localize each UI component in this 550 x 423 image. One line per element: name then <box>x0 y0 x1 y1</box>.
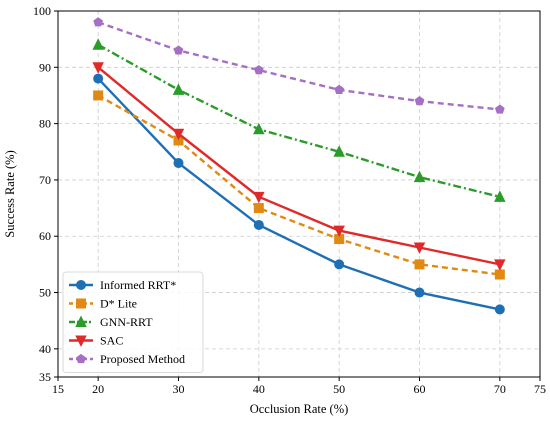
data-point <box>172 83 185 95</box>
data-point <box>333 145 345 157</box>
y-tick-label: 80 <box>39 117 51 131</box>
x-tick-label: 75 <box>534 382 546 396</box>
data-point <box>413 170 426 183</box>
data-point <box>92 62 104 74</box>
legend: Informed RRT* D* Lite GNN-RRT SAC Proposed M… <box>62 271 204 373</box>
data-point <box>494 104 505 114</box>
legend-marker <box>76 279 87 290</box>
y-axis-title: Success Rate (%) <box>3 150 17 237</box>
data-point <box>173 158 184 169</box>
data-point <box>414 259 425 270</box>
series-line <box>97 43 501 198</box>
data-point <box>253 65 264 75</box>
plot-frame <box>57 10 541 378</box>
y-tick-label: 70 <box>39 173 51 187</box>
legend-item: Proposed Method <box>69 352 185 366</box>
data-point <box>494 304 505 315</box>
series-line <box>97 94 500 276</box>
y-tick-label: 35 <box>39 370 51 384</box>
x-axis-title: Occlusion Rate (%) <box>250 402 349 416</box>
x-tick-label: 70 <box>494 382 506 396</box>
data-point <box>93 17 104 27</box>
data-point <box>172 128 185 141</box>
y-axis: 35 40 50 60 70 80 90 100 <box>33 4 58 384</box>
data-point <box>253 122 265 135</box>
legend-item: GNN-RRT <box>69 315 153 329</box>
y-tick-label: 90 <box>39 60 51 74</box>
series-layer <box>92 17 506 315</box>
legend-item: Informed RRT* <box>69 278 176 292</box>
x-tick-label: 15 <box>52 382 64 396</box>
data-point <box>253 219 264 230</box>
x-axis: 15 20 30 40 50 60 70 75 <box>52 377 546 396</box>
x-tick-label: 40 <box>253 382 265 396</box>
legend-item: SAC <box>69 334 123 348</box>
x-tick-label: 50 <box>333 382 345 396</box>
y-tick-label: 40 <box>39 342 51 356</box>
series-sac <box>92 62 506 271</box>
x-tick-label: 60 <box>414 382 426 396</box>
legend-label: SAC <box>100 334 123 348</box>
legend-item: D* Lite <box>69 297 137 311</box>
legend-label: Informed RRT* <box>100 278 176 292</box>
data-point <box>92 38 104 50</box>
data-point <box>334 84 345 94</box>
legend-label: GNN-RRT <box>100 315 153 329</box>
y-tick-label: 100 <box>33 4 51 18</box>
series-informed-rrt- <box>93 73 505 315</box>
data-point <box>413 242 426 254</box>
legend-marker <box>76 298 87 309</box>
data-point <box>173 45 184 55</box>
series-gnn-rrt <box>92 38 506 202</box>
data-point <box>93 90 104 101</box>
data-point <box>414 287 425 298</box>
legend-label: D* Lite <box>100 297 137 311</box>
series-proposed-method <box>93 17 505 114</box>
legend-marker <box>76 353 86 364</box>
data-point <box>494 269 505 280</box>
series-line <box>97 77 501 311</box>
data-point <box>414 95 425 106</box>
data-point <box>494 190 506 202</box>
data-point <box>93 73 104 84</box>
legend-label: Proposed Method <box>100 352 185 366</box>
data-point <box>253 203 264 214</box>
data-point <box>494 259 506 271</box>
series-line <box>97 21 500 111</box>
x-tick-label: 30 <box>173 382 185 396</box>
x-tick-label: 20 <box>92 382 104 396</box>
y-tick-label: 60 <box>39 229 51 243</box>
y-tick-label: 50 <box>39 286 51 300</box>
series-line <box>97 66 501 266</box>
data-point <box>253 191 265 204</box>
legend-box <box>62 271 204 373</box>
legend-marker <box>75 335 87 347</box>
series-d-lite <box>93 90 505 280</box>
data-point <box>333 225 345 238</box>
legend-marker <box>75 315 87 328</box>
data-point <box>334 259 345 270</box>
